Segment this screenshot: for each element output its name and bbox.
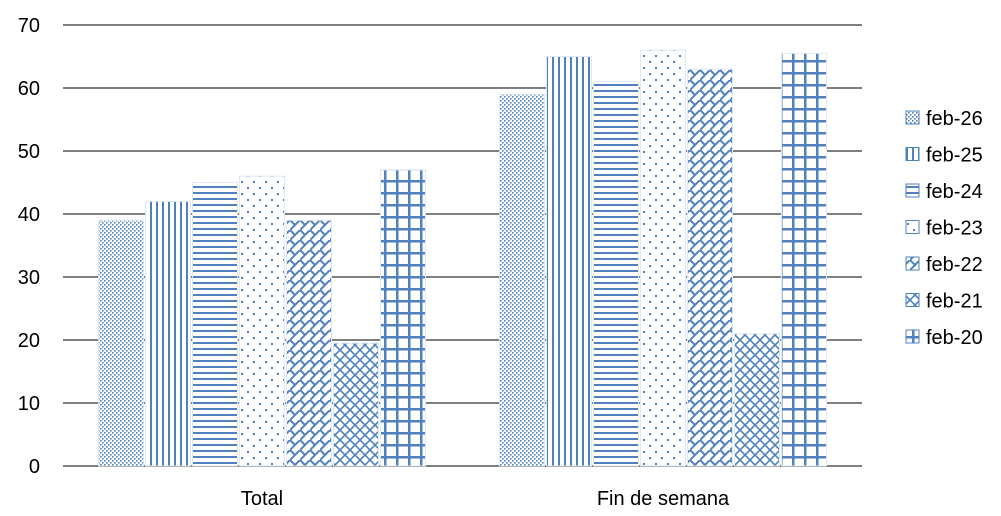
legend-label: feb-25 <box>926 145 983 167</box>
bar-feb-25 <box>546 56 592 467</box>
legend-label: feb-26 <box>926 108 983 130</box>
y-tick-label: 40 <box>18 204 40 226</box>
legend-label: feb-24 <box>926 181 983 203</box>
legend-label: feb-20 <box>926 327 983 349</box>
legend-swatch <box>905 220 920 234</box>
bar-feb-24 <box>593 81 639 467</box>
legend-swatch <box>905 329 920 344</box>
y-tick-label: 50 <box>18 141 40 163</box>
x-tick-label: Total <box>241 488 283 510</box>
bar-feb-20 <box>380 169 426 467</box>
bar-feb-26 <box>98 219 144 467</box>
legend-swatch <box>905 293 920 307</box>
y-tick-label: 20 <box>18 330 40 352</box>
y-tick-label: 0 <box>29 456 40 478</box>
legend-swatch <box>905 110 920 125</box>
bar-feb-21 <box>734 333 780 467</box>
bar-feb-23 <box>640 49 686 467</box>
y-tick-label: 70 <box>18 15 40 37</box>
legend-label: feb-23 <box>926 218 983 240</box>
bar-feb-20 <box>781 52 827 467</box>
legend: feb-26 feb-25 feb-24 feb-23 feb-22 feb-21 feb-… <box>905 108 983 349</box>
bar-feb-21 <box>333 342 379 467</box>
bar-feb-23 <box>239 175 285 467</box>
x-tick-label: Fin de semana <box>597 488 730 510</box>
bar-feb-24 <box>192 182 238 467</box>
bar-feb-25 <box>145 200 191 467</box>
y-tick-label: 60 <box>18 78 40 100</box>
x-axis-ticks: Total Fin de semana <box>241 488 730 510</box>
bar-feb-22 <box>687 68 733 467</box>
bars <box>98 49 827 467</box>
legend-label: feb-22 <box>926 254 983 276</box>
bar-feb-26 <box>499 93 545 467</box>
legend-label: feb-21 <box>926 291 983 313</box>
y-axis-ticks: 0 10 20 30 40 50 60 70 <box>18 15 40 478</box>
bar-feb-22 <box>286 219 332 467</box>
legend-swatch <box>905 256 920 271</box>
legend-swatch <box>905 147 920 161</box>
legend-swatch <box>905 183 920 198</box>
y-tick-label: 30 <box>18 267 40 289</box>
y-tick-label: 10 <box>18 393 40 415</box>
